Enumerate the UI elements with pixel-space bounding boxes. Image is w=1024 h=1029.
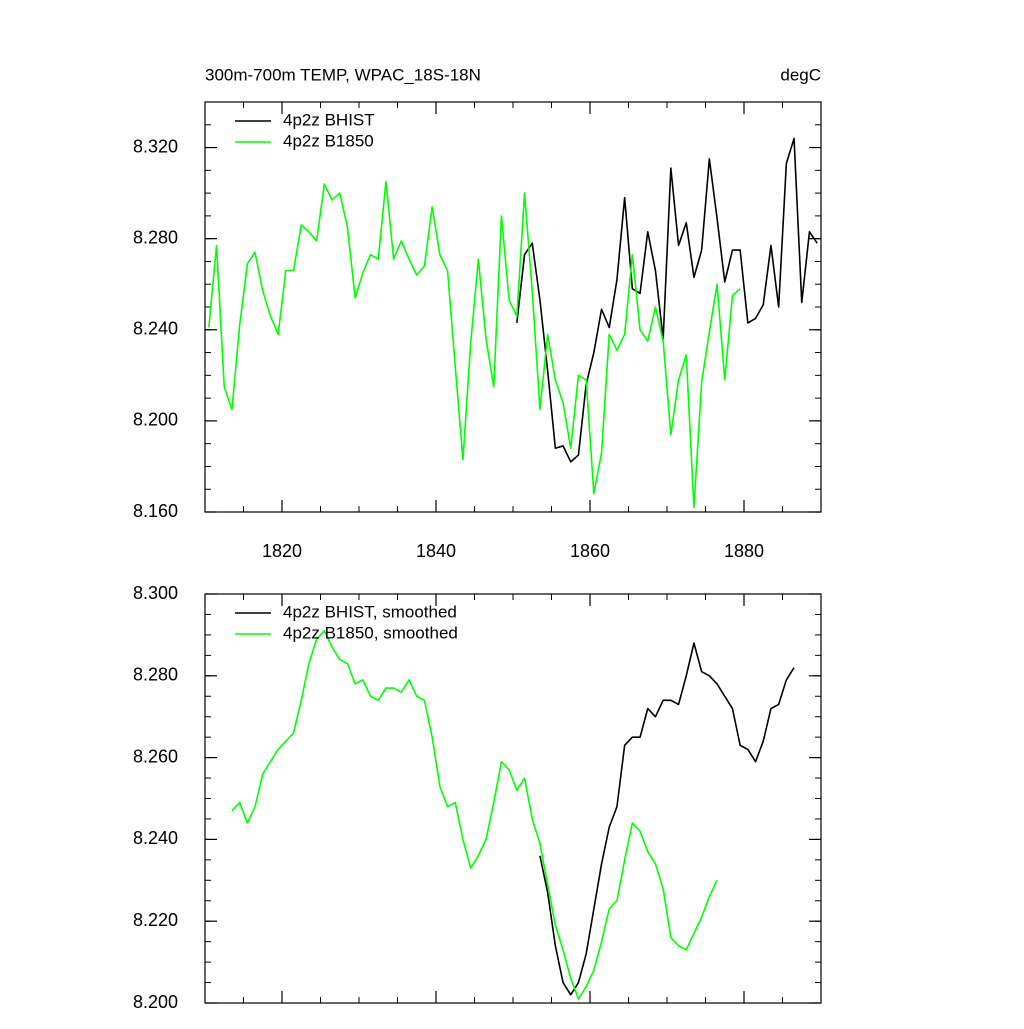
x-tick-label: 1860 (570, 541, 610, 561)
y-tick-label: 8.160 (133, 501, 178, 521)
y-tick-label: 8.300 (133, 583, 178, 603)
units-label: degC (780, 65, 821, 84)
chart-title: 300m-700m TEMP, WPAC_18S-18N (205, 65, 481, 84)
y-tick-label: 8.260 (133, 746, 178, 766)
y-tick-label: 8.280 (133, 227, 178, 247)
y-tick-label: 8.240 (133, 828, 178, 848)
plot-frame (204, 593, 822, 1004)
legend-label: 4p2z B1850 (283, 131, 374, 150)
x-tick-label: 1840 (416, 541, 456, 561)
y-tick-label: 8.200 (133, 992, 178, 1012)
data-line (539, 642, 795, 996)
y-tick-label: 8.320 (133, 136, 178, 156)
x-tick-label: 1880 (724, 541, 764, 561)
legend-label: 4p2z B1850, smoothed (283, 623, 458, 642)
y-tick-label: 8.240 (133, 319, 178, 339)
legend-label: 4p2z BHIST (283, 110, 375, 129)
y-tick-label: 8.280 (133, 665, 178, 685)
data-line (208, 180, 741, 509)
data-line (516, 137, 818, 463)
y-tick-label: 8.220 (133, 910, 178, 930)
y-tick-label: 8.200 (133, 410, 178, 430)
data-line (231, 630, 718, 1000)
x-tick-label: 1820 (262, 541, 302, 561)
legend-label: 4p2z BHIST, smoothed (283, 602, 457, 621)
